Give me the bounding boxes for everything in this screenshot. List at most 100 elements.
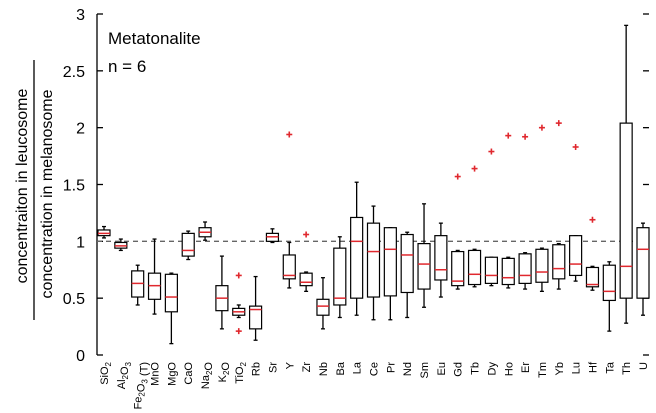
box-la [350,181,364,316]
box-iqr [366,222,381,298]
outlier-marker [538,124,545,131]
box-iqr [181,232,195,257]
category-label: Yb [554,362,566,375]
box-yb [552,120,566,290]
box-iqr [400,233,414,294]
box-iqr [569,235,583,277]
outlier-marker [522,133,529,140]
category-label: K2O [217,362,232,383]
box-na2o [198,221,212,241]
category-label: SiO2 [99,361,113,384]
y-tick-label: 0 [76,348,85,365]
category-label: La [352,361,364,374]
outlier-marker [454,173,461,180]
box-iqr [316,298,330,316]
box-iqr [535,248,549,283]
category-label: Tm [537,362,549,378]
category-label: Sm [419,362,431,379]
category-label: Nd [402,362,414,376]
rock-type-annotation: Metatonalite [108,29,201,48]
y-tick-label: 1.5 [63,178,85,195]
box-nd [400,231,414,319]
category-label: Fe2O3 (T) [133,362,151,409]
box-series [97,24,650,345]
y-axis-label: concentraiton in leucosome concentration… [14,60,56,320]
box-nb [316,277,330,330]
category-label: Gd [453,362,465,377]
category-label: Sr [267,362,279,373]
category-label: Lu [571,362,583,374]
category-label: Eu [436,362,448,375]
box-pr [383,227,397,321]
box-tb [467,165,482,288]
box-eu [434,222,448,298]
box-iqr [585,266,600,288]
box-y [282,131,296,289]
category-label: Al2O3 [116,361,133,389]
box-iqr [248,305,263,330]
category-label: Ho [503,362,515,376]
category-label: Na2O [200,362,215,390]
box-iqr [434,235,448,281]
box-hf [585,216,600,291]
category-label: Er [520,362,532,373]
category-label: Y [284,361,296,369]
outlier-marker [286,131,293,138]
box-ta [602,261,616,332]
box-ho [501,132,515,289]
category-label: U [638,362,650,370]
category-label: Tb [470,362,482,375]
outlier-marker [572,143,579,150]
box-u [636,222,650,316]
box-tm [535,124,549,292]
box-er [518,133,532,290]
box-iqr [451,250,465,287]
box-iqr [602,264,616,302]
box-iqr [282,254,296,280]
category-label: CaO [183,362,195,385]
sample-count-annotation: n = 6 [108,57,146,76]
category-label: Rb [251,362,263,376]
box-iqr [383,227,397,297]
box-mno [147,238,162,315]
box-dy [484,148,499,287]
box-iqr [636,227,650,299]
box-mgo [164,272,178,345]
outlier-marker [589,216,596,223]
outlier-marker [303,231,310,238]
outlier-marker [555,120,562,127]
category-label: Nb [318,362,330,376]
category-label: TiO2 [234,361,248,383]
box-iqr [164,273,178,313]
y-tick-label: 2 [76,121,85,138]
box-iqr [299,272,313,287]
y-axis-label-denominator: concentration in melanosome [39,89,56,298]
y-tick-label: 0.5 [63,291,85,308]
category-label: Ba [335,361,347,375]
box-gd [451,173,465,290]
box-zr [299,231,313,292]
box-k2o [215,255,229,330]
category-label: Th [621,362,633,375]
outlier-marker [235,272,242,279]
box-iqr [417,243,431,290]
box-fe2o3 [131,264,145,306]
y-tick-label: 1 [76,234,85,251]
box-rb [248,275,263,341]
box-iqr [501,257,515,286]
category-label: MnO [150,362,162,386]
box-al2o3 [114,238,128,252]
box-iqr [552,244,566,280]
box-ba [333,236,347,319]
box-ce [366,205,381,321]
box-sm [417,203,431,308]
box-th [619,24,633,324]
box-cao [181,230,195,261]
y-tick-label: 3 [76,7,85,24]
y-axis: 0 0.5 1 1.5 2 2.5 3 [63,7,649,365]
box-iqr [518,253,532,284]
outlier-marker [235,328,242,335]
category-label: Ta [604,361,616,374]
outlier-marker [505,132,512,139]
box-iqr [484,256,499,284]
